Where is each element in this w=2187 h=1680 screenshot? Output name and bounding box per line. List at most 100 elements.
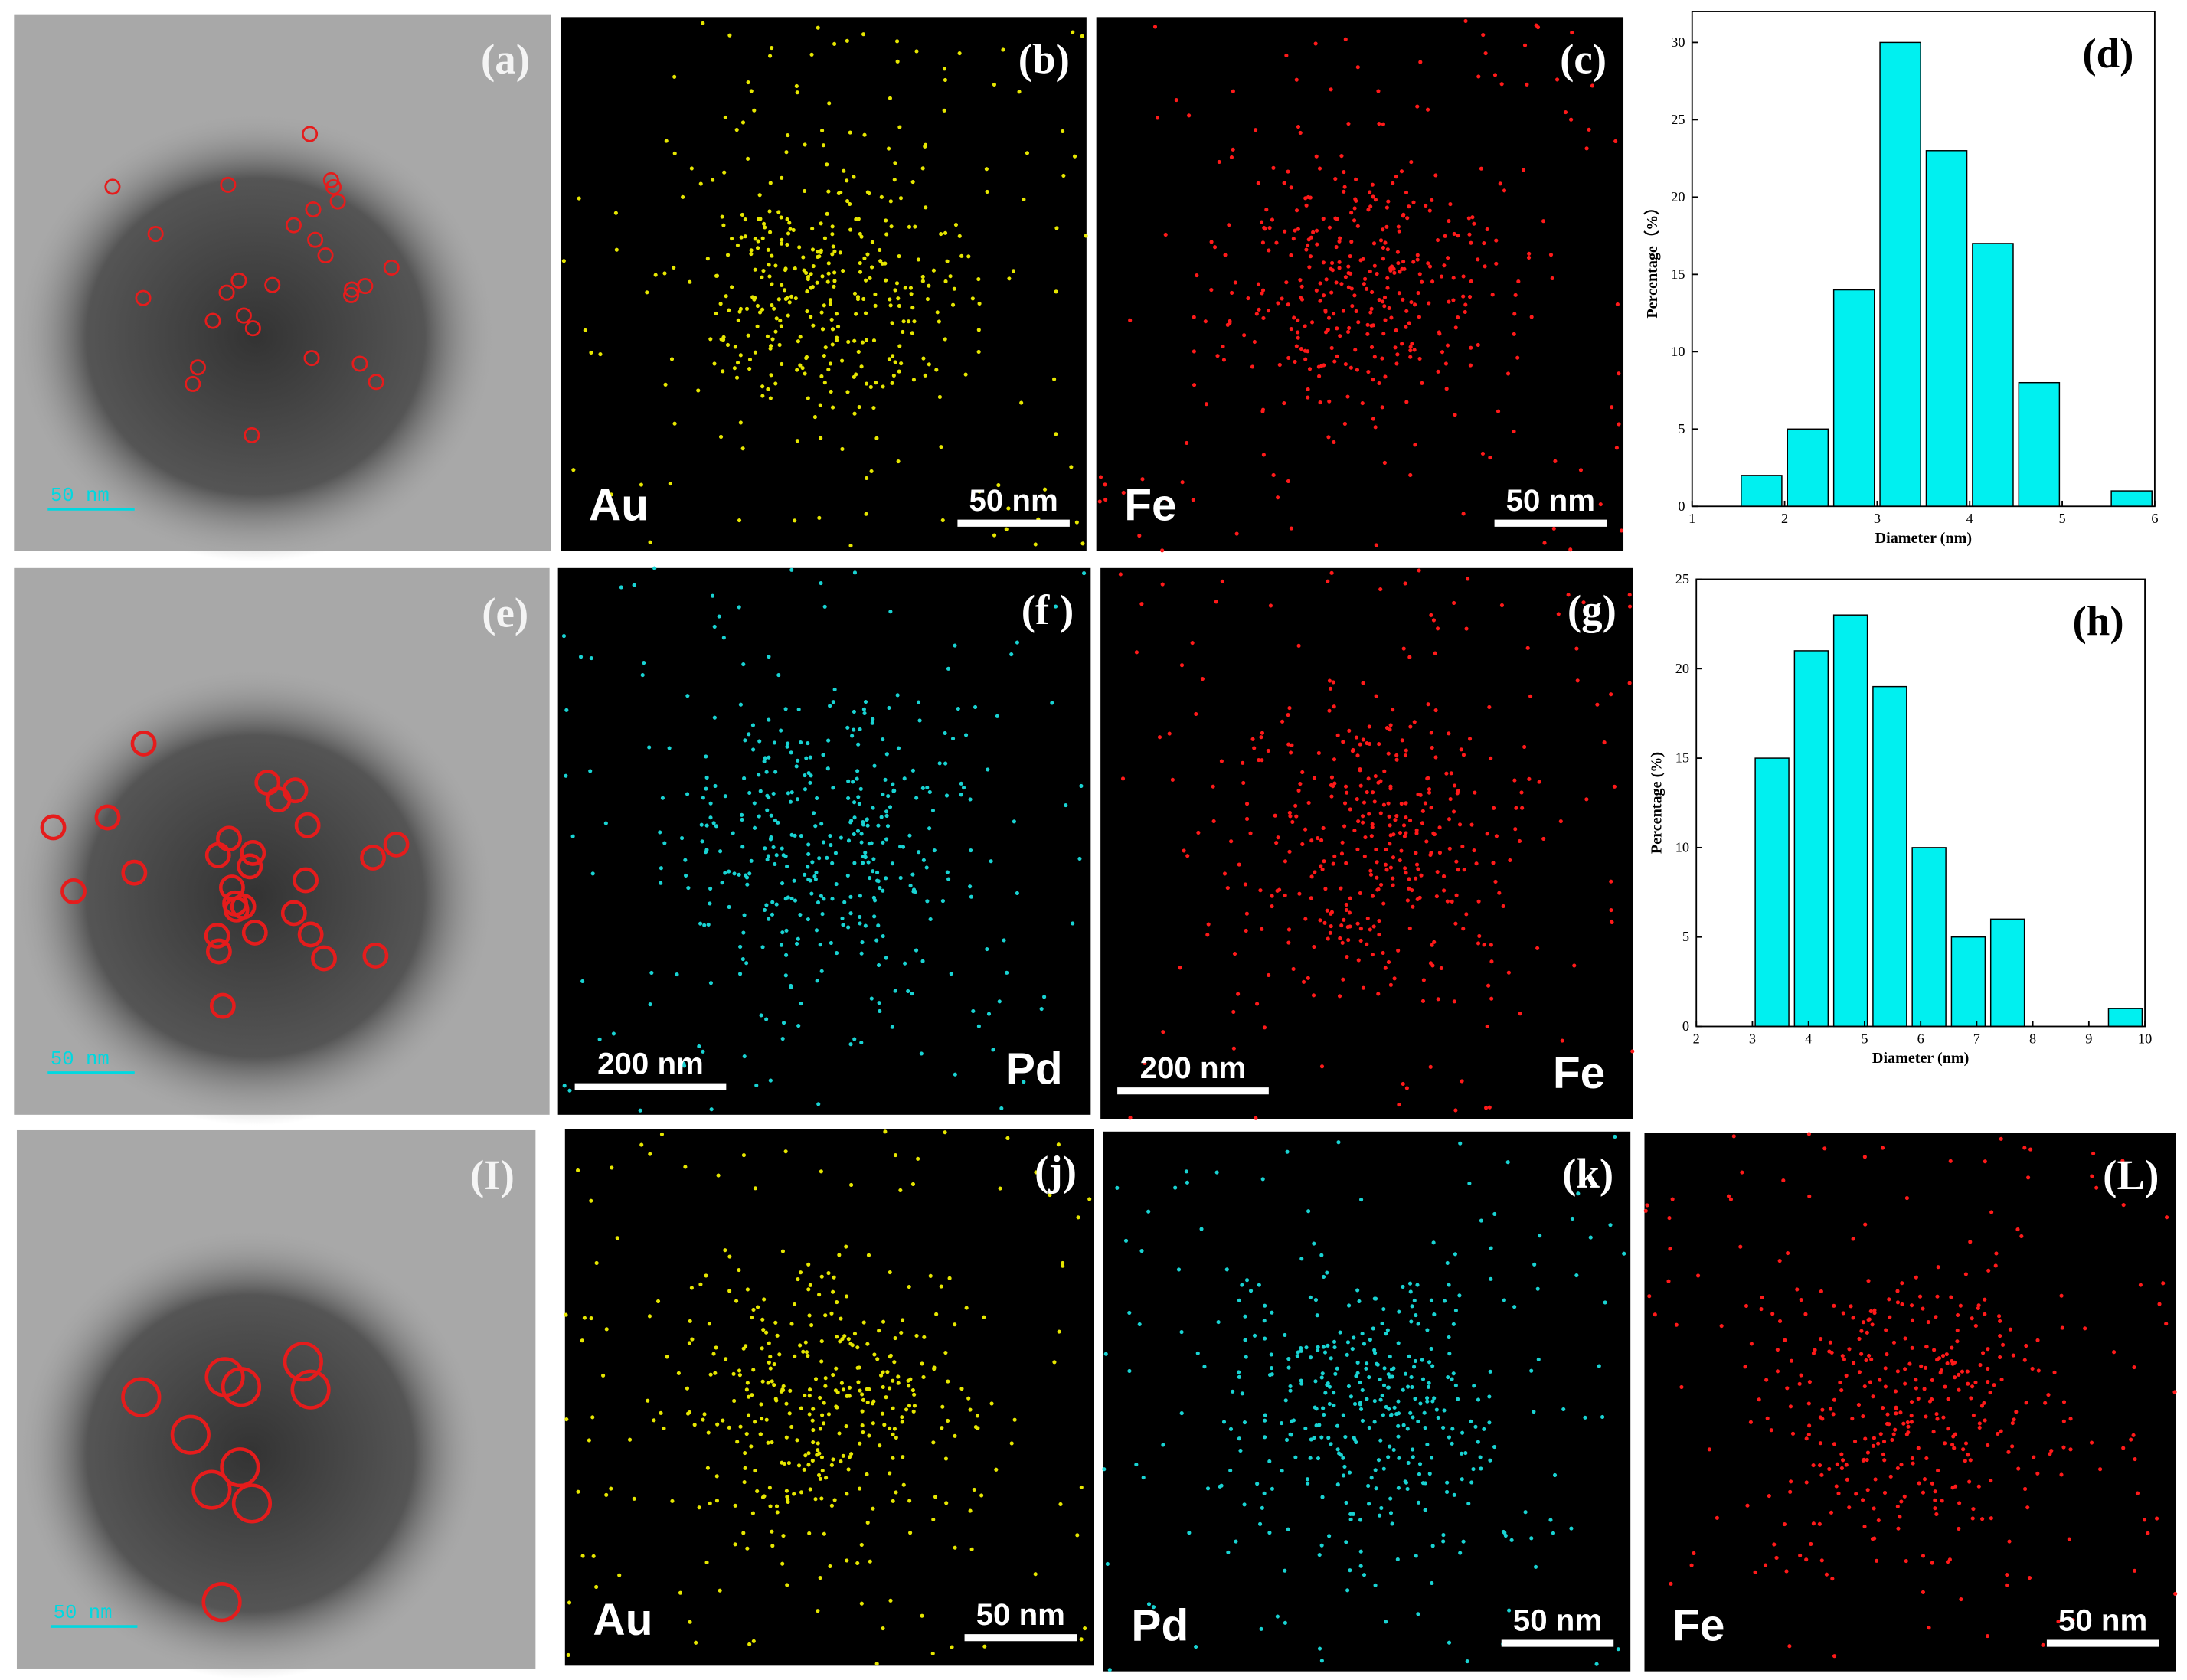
signal-dot (989, 859, 993, 864)
signal-dot (1042, 995, 1047, 999)
signal-dot (957, 234, 962, 238)
signal-dot (1231, 147, 1235, 152)
signal-dot (793, 296, 798, 301)
signal-dot (1829, 1510, 1834, 1515)
signal-dot (692, 1423, 697, 1427)
signal-dot (1603, 1300, 1607, 1305)
signal-dot (1934, 1315, 1938, 1319)
signal-dot (662, 271, 667, 276)
signal-dot (768, 396, 773, 400)
signal-dot (1377, 919, 1381, 923)
signal-dot (806, 877, 811, 882)
signal-dot (1316, 1348, 1320, 1352)
signal-dot (860, 940, 865, 945)
signal-dot (1061, 129, 1065, 133)
signal-dot (1376, 89, 1381, 93)
signal-dot (907, 1384, 911, 1388)
signal-dot (566, 1652, 570, 1658)
signal-dot (780, 1036, 785, 1041)
signal-dot (1327, 708, 1332, 713)
signal-dot (1749, 1342, 1754, 1346)
signal-dot (788, 1388, 793, 1393)
signal-dot (811, 1407, 816, 1411)
signal-dot (1608, 1223, 1613, 1227)
signal-dot (1294, 77, 1299, 82)
signal-dot (1442, 874, 1447, 879)
signal-dot (760, 1317, 765, 1322)
signal-dot (1433, 651, 1437, 655)
signal-dot (1560, 1038, 1564, 1043)
signal-dot (1441, 1539, 1446, 1544)
signal-dot (893, 1153, 897, 1158)
signal-dot (850, 734, 855, 738)
signal-dot (1966, 1381, 1970, 1386)
signal-dot (1868, 1309, 1873, 1314)
signal-dot (577, 196, 581, 201)
signal-dot (1933, 1489, 1937, 1494)
signal-dot (1346, 329, 1351, 334)
signal-dot (879, 815, 884, 819)
signal-dot (1464, 912, 1469, 917)
signal-dot (1871, 1394, 1875, 1399)
signal-dot (1266, 309, 1271, 313)
signal-dot (1335, 1482, 1340, 1487)
x-tick-label: 4 (1966, 511, 1973, 526)
y-tick-label: 0 (1682, 1018, 1689, 1034)
signal-dot (887, 705, 891, 710)
signal-dot (881, 840, 885, 845)
signal-dot (1365, 916, 1370, 920)
signal-dot (798, 363, 803, 368)
signal-dot (1348, 254, 1352, 259)
signal-dot (1270, 217, 1275, 222)
signal-dot (999, 1106, 1004, 1110)
signal-dot (738, 420, 743, 425)
signal-dot (891, 1378, 895, 1383)
signal-dot (844, 1294, 849, 1299)
signal-dot (1922, 1387, 1927, 1391)
signal-dot (820, 128, 825, 133)
signal-dot (1919, 1364, 1924, 1368)
signal-dot (1569, 117, 1574, 122)
signal-dot (815, 280, 819, 285)
signal-dot (1411, 200, 1416, 204)
signal-dot (1904, 1196, 1909, 1201)
signal-dot (1084, 234, 1088, 238)
signal-dot (789, 750, 793, 755)
signal-dot (797, 245, 802, 250)
signal-dot (1489, 996, 1494, 1001)
signal-dot (1453, 921, 1458, 926)
signal-dot (953, 1322, 957, 1327)
signal-dot (1341, 977, 1345, 982)
signal-dot (1472, 848, 1476, 853)
signal-dot (1872, 1436, 1877, 1440)
signal-dot (764, 1017, 769, 1021)
signal-dot (1610, 920, 1614, 924)
signal-dot (1378, 1397, 1383, 1402)
signal-dot (1525, 646, 1530, 650)
signal-dot (697, 1044, 701, 1049)
signal-dot (1851, 1237, 1855, 1241)
signal-dot (2061, 1400, 2067, 1404)
signal-dot (1221, 1420, 1227, 1424)
signal-dot (1407, 926, 1412, 930)
signal-dot (1446, 1374, 1450, 1380)
signal-dot (1806, 1132, 1811, 1136)
signal-dot (1358, 938, 1363, 943)
signal-dot (810, 1458, 815, 1463)
signal-dot (1261, 315, 1266, 320)
signal-dot (819, 1169, 823, 1174)
signal-dot (1401, 1423, 1406, 1427)
signal-dot (1910, 1456, 1914, 1460)
signal-dot (1408, 1289, 1413, 1294)
signal-dot (1279, 1421, 1284, 1426)
signal-dot (1467, 232, 1472, 237)
signal-dot (893, 360, 897, 364)
signal-dot (1296, 318, 1300, 322)
signal-dot (1332, 854, 1337, 858)
signal-dot (1283, 229, 1287, 234)
signal-dot (678, 1590, 683, 1595)
signal-dot (1575, 678, 1580, 683)
signal-dot (2121, 1202, 2126, 1208)
signal-dot (773, 381, 778, 386)
particle-circle (189, 359, 206, 376)
